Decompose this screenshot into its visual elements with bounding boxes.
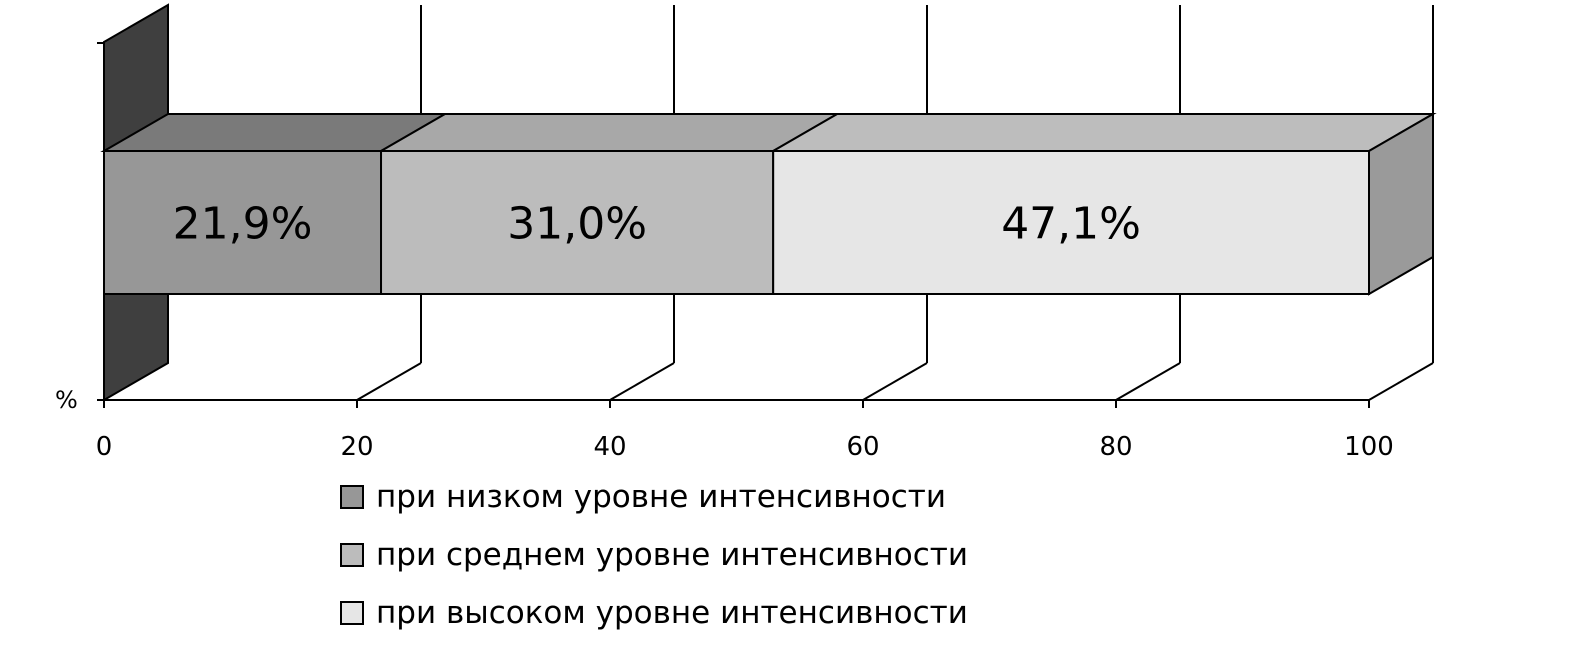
legend-swatch [340,543,364,567]
floor-gridline [1368,362,1434,401]
bar-data-label: 21,9% [173,199,313,250]
bar-segment [380,150,775,295]
bar-end-face [1368,112,1434,296]
legend-label: при низком уровне интенсивности [376,479,946,515]
x-tick-label: 20 [340,432,373,462]
bar-segment [772,150,1370,295]
bar-segment [103,150,383,295]
legend-label: при среднем уровне интенсивности [376,537,968,573]
legend-item: при высоком уровне интенсивности [340,593,968,633]
bar-segment-top [769,113,1437,152]
floor-gridline [1115,362,1181,401]
bar-data-label: 47,1% [1001,199,1141,250]
legend-label: при высоком уровне интенсивности [376,595,968,631]
floor-gridline [862,362,928,401]
x-axis-ticks: 0 20 40 60 80 100 [96,432,1394,462]
legend-item: при среднем уровне интенсивности [340,535,968,575]
chart-axes [97,42,1370,408]
floor-gridline [609,362,675,401]
x-tick-label: 40 [593,432,626,462]
legend-swatch [340,485,364,509]
legend-item: при низком уровне интенсивности [340,477,946,517]
bar-data-labels: 21,9% 31,0% 47,1% [173,199,1141,250]
legend-swatch [340,601,364,625]
chart-bars [100,112,1437,296]
x-tick-label: 80 [1099,432,1132,462]
floor-gridline [356,362,422,401]
bar-data-label: 31,0% [507,199,647,250]
bar-segment-top [377,113,841,152]
x-tick-label: 60 [846,432,879,462]
x-tick-label: 0 [96,432,113,462]
y-axis-unit-label: % [55,386,78,414]
x-tick-label: 100 [1344,432,1394,462]
